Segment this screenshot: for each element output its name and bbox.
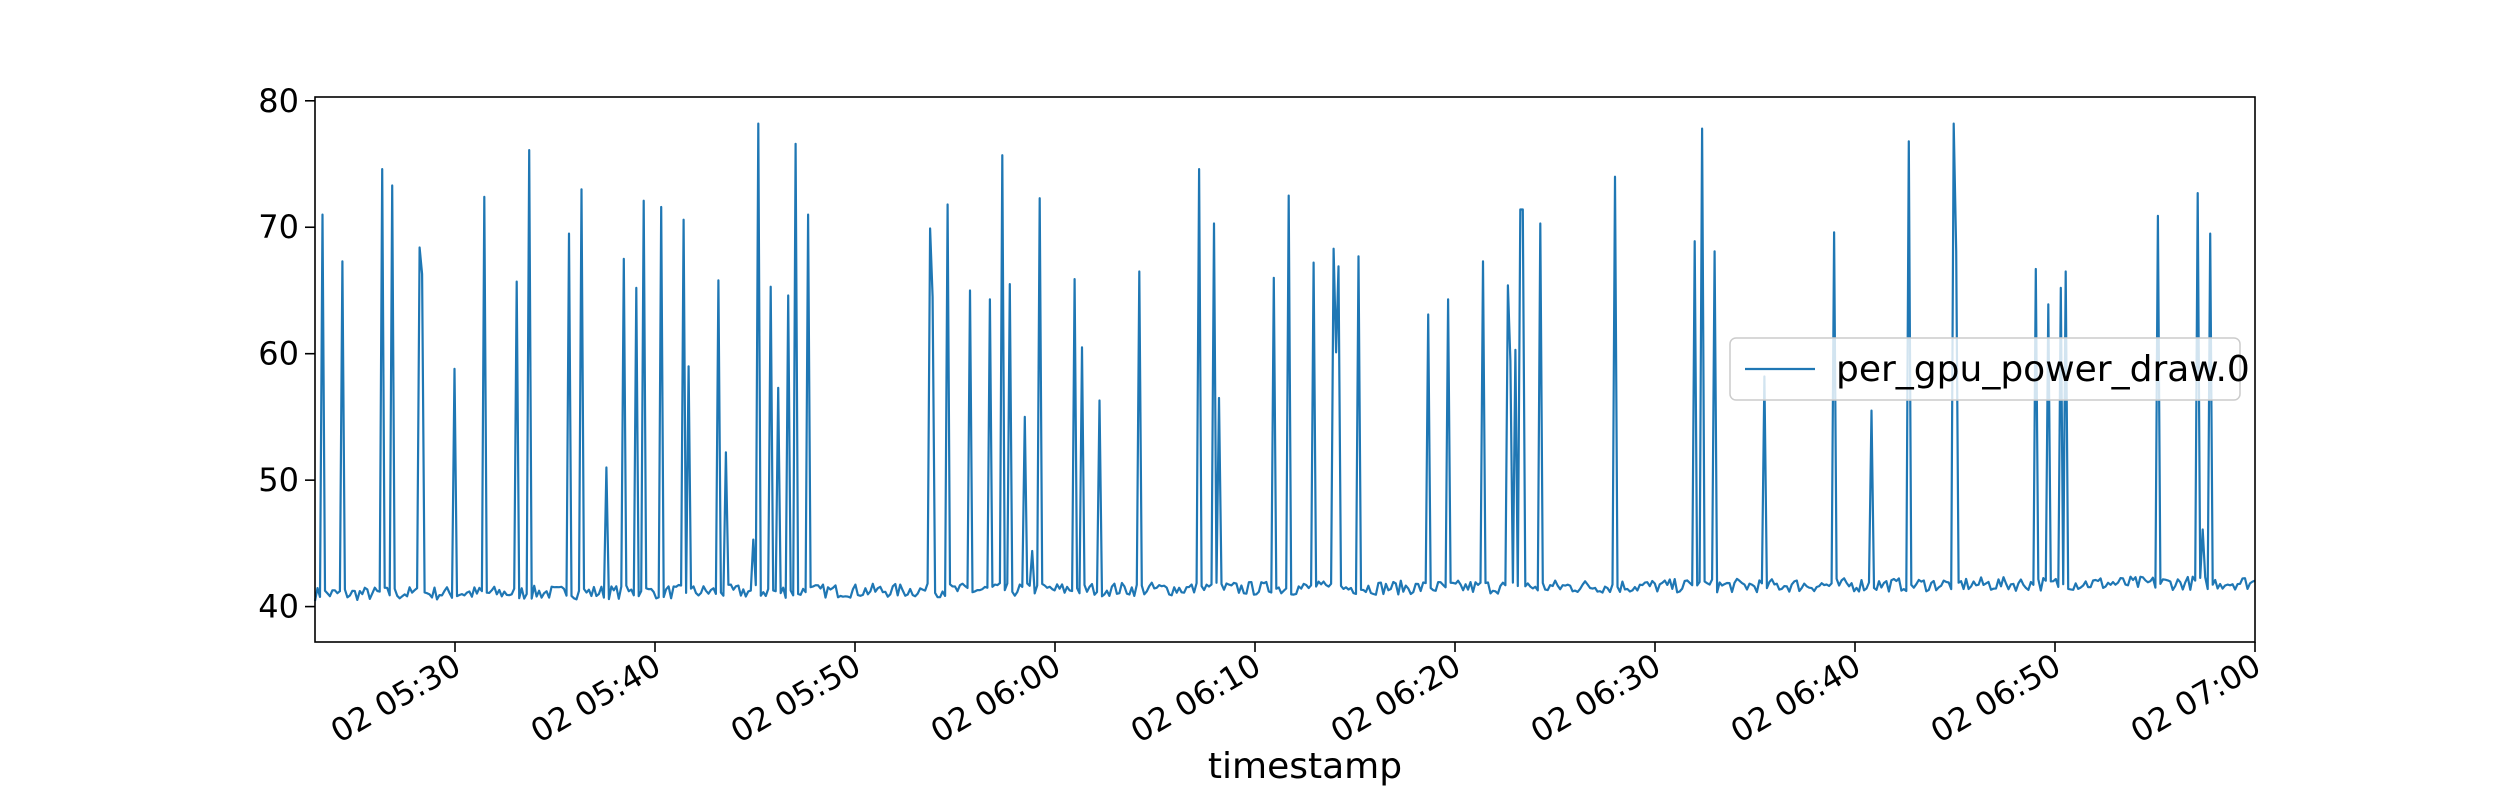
legend: per_gpu_power_draw.0	[1729, 337, 2250, 401]
series-line-per-gpu-power-draw	[313, 122, 2256, 602]
x-tick-label: 02 05:30	[324, 646, 467, 750]
y-tick-label: 50	[258, 461, 299, 499]
y-tick-label: 40	[258, 588, 299, 626]
y-tick-label: 80	[258, 82, 299, 120]
x-tick-label: 02 06:20	[1324, 646, 1467, 750]
x-tick-label: 02 06:30	[1524, 646, 1667, 750]
legend-label: per_gpu_power_draw.0	[1836, 349, 2250, 390]
x-axis: 02 05:30 02 05:40 02 05:50 02 06:00 02 06:10…	[324, 642, 2267, 750]
x-tick-label: 02 06:10	[1124, 646, 1267, 750]
x-tick-label: 02 05:40	[524, 646, 667, 750]
x-tick-label: 02 05:50	[724, 646, 867, 750]
y-axis: 40 50 60 70 80	[258, 82, 315, 626]
x-tick-label: 02 06:50	[1924, 646, 2067, 750]
x-axis-label: timestamp	[1208, 746, 1402, 787]
x-tick-label: 02 06:40	[1724, 646, 1867, 750]
plot-area-frame	[314, 96, 2256, 643]
y-tick-label: 60	[258, 335, 299, 373]
legend-box	[1729, 337, 2241, 401]
x-tick-label: 02 06:00	[924, 646, 1067, 750]
y-tick-label: 70	[258, 208, 299, 246]
x-tick-label: 02 07:00	[2124, 646, 2267, 750]
